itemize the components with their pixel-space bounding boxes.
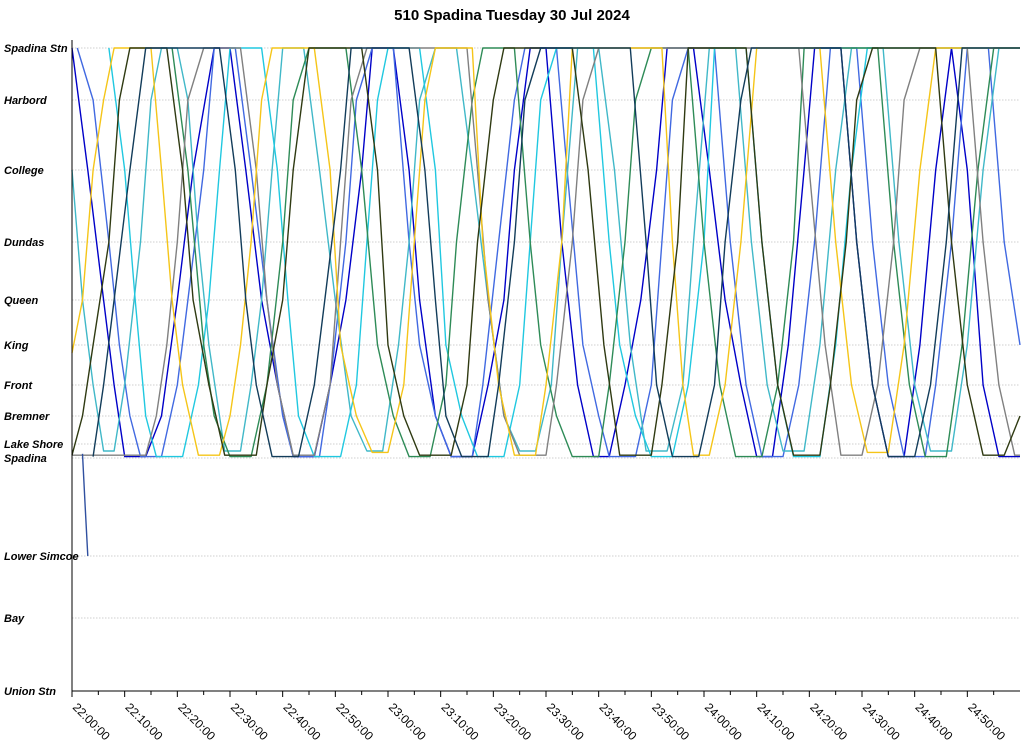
stop-label: Bay [4, 613, 25, 625]
trip-line-2 [76, 47, 1021, 458]
chart-title: 510 Spadina Tuesday 30 Jul 2024 [394, 7, 630, 24]
stop-label: Front [4, 380, 33, 392]
stop-label: Harbord [4, 95, 47, 107]
stop-label: Bremner [4, 411, 50, 423]
trip-line-7 [71, 47, 1020, 456]
stop-label: Dundas [4, 237, 44, 249]
stop-label: Queen [4, 295, 39, 307]
trip-line-8 [71, 47, 1021, 456]
trip-line-9 [92, 47, 1020, 458]
stop-label: Union Stn [4, 686, 56, 698]
trip-line-10 [81, 453, 89, 557]
stop-label: Spadina Stn [4, 43, 68, 55]
stop-label: Lake Shore [4, 439, 63, 451]
stop-label: College [4, 165, 44, 177]
trip-line-6 [72, 47, 1020, 456]
stop-label: Spadina [4, 453, 47, 465]
stop-labels: Spadina Stn Harbord College Dundas Queen King… [4, 43, 79, 698]
trip-line-5 [171, 47, 1020, 458]
stop-label: Lower Simcoe [4, 551, 79, 563]
stop-label: King [4, 340, 29, 352]
trip-lines [71, 47, 1021, 557]
